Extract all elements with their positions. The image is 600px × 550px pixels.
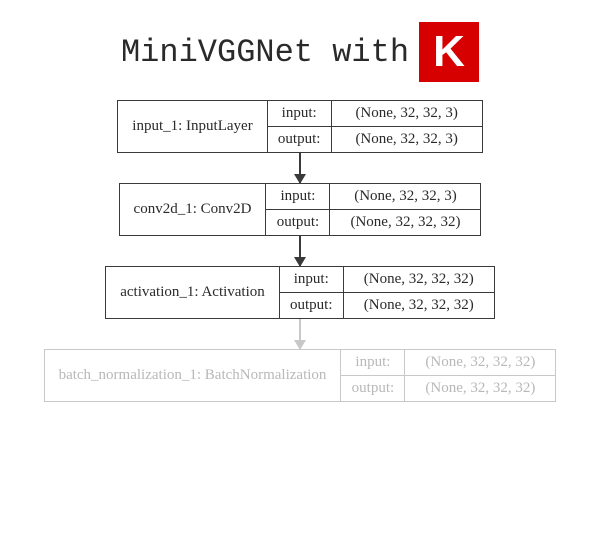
layer-io: input:(None, 32, 32, 3)output:(None, 32,…	[268, 101, 482, 152]
layer-node: conv2d_1: Conv2Dinput:(None, 32, 32, 3)o…	[119, 183, 482, 236]
layer-name: conv2d_1: Conv2D	[120, 184, 267, 235]
output-shape: (None, 32, 32, 32)	[330, 210, 480, 235]
page-title: MiniVGGNet with	[121, 34, 409, 71]
keras-logo-icon: K	[419, 22, 479, 82]
arrow-down-icon	[299, 319, 301, 349]
io-label-output: output:	[268, 127, 332, 152]
io-label-output: output:	[341, 376, 405, 401]
layer-io: input:(None, 32, 32, 32)output:(None, 32…	[280, 267, 494, 318]
io-label-output: output:	[266, 210, 330, 235]
input-shape: (None, 32, 32, 3)	[330, 184, 480, 209]
layer-name: input_1: InputLayer	[118, 101, 267, 152]
output-shape: (None, 32, 32, 3)	[332, 127, 482, 152]
arrow-down-icon	[299, 153, 301, 183]
layer-name: activation_1: Activation	[106, 267, 280, 318]
io-label-output: output:	[280, 293, 344, 318]
network-diagram: input_1: InputLayerinput:(None, 32, 32, …	[0, 100, 600, 402]
layer-node: activation_1: Activationinput:(None, 32,…	[105, 266, 495, 319]
output-shape: (None, 32, 32, 32)	[405, 376, 555, 401]
layer-node: input_1: InputLayerinput:(None, 32, 32, …	[117, 100, 482, 153]
io-label-input: input:	[268, 101, 332, 126]
arrow-down-icon	[299, 236, 301, 266]
input-shape: (None, 32, 32, 3)	[332, 101, 482, 126]
io-label-input: input:	[266, 184, 330, 209]
layer-name: batch_normalization_1: BatchNormalizatio…	[45, 350, 342, 401]
layer-io: input:(None, 32, 32, 32)output:(None, 32…	[341, 350, 555, 401]
input-shape: (None, 32, 32, 32)	[344, 267, 494, 292]
layer-io: input:(None, 32, 32, 3)output:(None, 32,…	[266, 184, 480, 235]
io-label-input: input:	[341, 350, 405, 375]
title-row: MiniVGGNet with K	[0, 0, 600, 82]
output-shape: (None, 32, 32, 32)	[344, 293, 494, 318]
layer-node: batch_normalization_1: BatchNormalizatio…	[44, 349, 557, 402]
io-label-input: input:	[280, 267, 344, 292]
input-shape: (None, 32, 32, 32)	[405, 350, 555, 375]
